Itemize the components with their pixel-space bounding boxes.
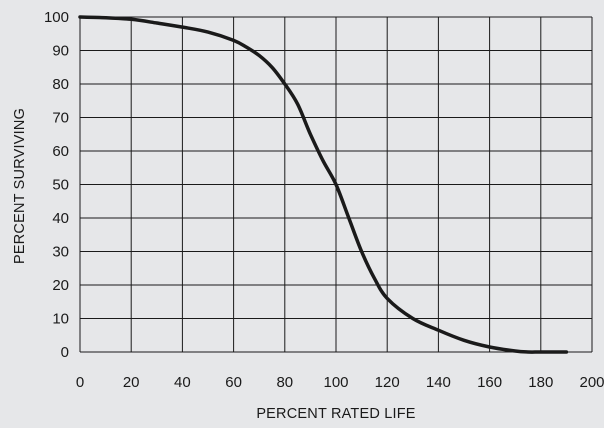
y-tick-label: 0 [61, 344, 69, 361]
y-tick-label: 80 [52, 76, 69, 93]
y-axis-tick-labels: 0 10 20 30 40 50 60 70 80 90 100 [44, 9, 69, 361]
x-tick-label: 60 [225, 374, 242, 391]
x-tick-label: 100 [323, 374, 348, 391]
chart-grid [79, 16, 593, 353]
y-tick-label: 60 [52, 143, 69, 160]
x-tick-label: 40 [174, 374, 191, 391]
y-tick-label: 10 [52, 311, 69, 328]
y-tick-label: 40 [52, 210, 69, 227]
y-tick-label: 30 [52, 244, 69, 261]
x-tick-label: 180 [528, 374, 553, 391]
x-tick-label: 160 [477, 374, 502, 391]
series-lines [78, 15, 569, 354]
x-tick-label: 20 [123, 374, 140, 391]
x-tick-label: 140 [426, 374, 451, 391]
x-tick-label: 0 [76, 374, 84, 391]
y-tick-label: 70 [52, 110, 69, 127]
y-tick-label: 100 [44, 9, 69, 26]
y-axis-title: PERCENT SURVIVING [12, 108, 28, 264]
y-tick-label: 20 [52, 277, 69, 294]
y-tick-label: 90 [52, 43, 69, 60]
x-tick-label: 200 [579, 374, 604, 391]
y-tick-label: 50 [52, 177, 69, 194]
x-axis-title: PERCENT RATED LIFE [256, 406, 415, 422]
survival-curve-line [78, 15, 569, 354]
x-axis-tick-labels: 0 20 40 60 80 100 120 140 160 180 200 [76, 374, 604, 391]
x-tick-label: 80 [276, 374, 293, 391]
x-tick-label: 120 [375, 374, 400, 391]
